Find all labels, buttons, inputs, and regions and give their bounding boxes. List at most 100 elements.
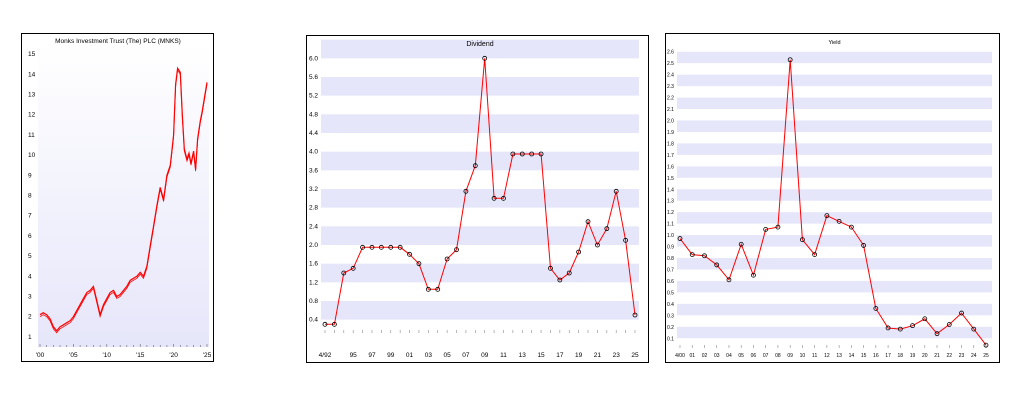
x-tick-label: 95 [350,352,358,359]
grid-band [677,326,992,339]
yield-data-point [714,262,720,268]
x-tick-label: 07 [763,353,769,359]
x-tick-label: 10 [800,353,806,359]
dividend-data-point [519,151,525,157]
y-tick-label: 0.6 [667,279,674,285]
grid-band [321,301,639,320]
dividend-data-point [435,286,441,292]
y-tick-label: 0.7 [667,268,674,274]
y-tick-label: 0.5 [667,290,674,296]
dividend-data-point [407,251,412,257]
x-tick-label: 11 [812,353,817,359]
grid-band [677,166,992,178]
y-tick-label: 2.0 [667,119,674,125]
y-tick-label: 2 [28,314,32,321]
y-tick-label: 0.1 [667,336,674,342]
dividend-data-point [472,163,478,169]
x-tick-label: 20 [922,353,928,359]
x-tick-label: 14 [849,353,855,359]
grid-band [677,189,992,201]
y-tick-label: 1.3 [667,199,674,205]
x-tick-label: 06 [751,353,757,359]
grid-band [677,258,992,270]
price-series-line-low [39,69,208,334]
grid-band [677,74,992,87]
dividend-data-point [397,244,403,250]
grid-band [677,120,992,132]
y-tick-label: 1.9 [667,130,674,136]
x-tick-label: 09 [481,352,489,359]
y-tick-label: 1.6 [309,261,318,268]
dividend-chart-panel: Dividend 0.4 0.8 1.2 1.6 2.0 2.4 2.8 3.2 3.6 4.0 4.… [306,35,649,363]
dividend-data-point [454,247,459,253]
yield-data-point [689,252,695,258]
dividend-data-point [388,244,394,250]
y-tick-label: 8 [28,193,32,200]
yield-data-point [971,326,977,332]
yield-data-point [751,272,756,278]
y-tick-label: 1.2 [309,279,318,286]
yield-data-point [848,224,854,230]
yield-data-point [775,224,781,230]
yield-data-point [922,316,928,322]
y-tick-label: 4.4 [309,130,318,137]
grid-band [321,77,639,96]
y-tick-label: 3.2 [309,186,318,193]
grid-band [321,226,639,245]
dividend-data-point [623,237,629,243]
yield-series-line [679,59,987,346]
dividend-data-point [501,195,506,201]
x-tick-label: 17 [556,352,564,359]
x-tick-label: 4/92 [319,352,332,359]
y-tick-label: 4.0 [309,149,318,156]
y-tick-label: 0.8 [309,298,318,305]
y-tick-label: 1 [28,334,32,341]
dividend-chart-svg: Dividend 0.4 0.8 1.2 1.6 2.0 2.4 2.8 3.2 3.6 4.0 4.… [309,39,639,359]
y-tick-label: 6 [28,233,32,240]
x-tick-label: 03 [425,352,433,359]
x-tick-label: 11 [500,352,507,359]
x-tick-label: 16 [873,353,879,359]
x-tick-label: 97 [368,352,376,359]
dividend-data-point [378,244,384,250]
x-tick-label: 05 [444,352,452,359]
x-tick-label: '10 [103,352,112,359]
price-chart-panel: Monks Investment Trust (The) PLC (MNKS) 1… [21,33,214,362]
dividend-data-point [557,277,563,283]
y-tick-label: 2.3 [667,84,674,90]
x-tick-label: 04 [726,353,732,359]
dividend-data-point [369,244,375,250]
grid-band [677,212,992,224]
price-series-line [39,66,208,332]
yield-data-point [824,213,830,219]
yield-data-point [738,241,744,247]
y-tick-label: 2.0 [309,242,318,249]
y-tick-label: 0.3 [667,313,674,319]
x-tick-label: '15 [136,352,145,359]
yield-data-point [812,252,818,258]
grid-band [677,280,992,293]
y-tick-label: 2.8 [309,205,318,212]
x-tick-label: 25 [631,352,639,359]
x-tick-label: 05 [738,353,744,359]
plot-background [38,44,209,347]
dividend-data-point [538,151,544,157]
y-tick-label: 15 [28,51,36,58]
yield-data-point [873,306,879,311]
yield-data-point [934,331,940,337]
x-tick-label: 01 [406,352,414,359]
y-tick-label: 0.2 [667,325,674,331]
y-tick-label: 0.4 [309,317,318,324]
x-tick-label: 09 [787,353,793,359]
y-tick-label: 1.4 [667,187,674,193]
y-tick-label: 13 [28,92,36,99]
yield-data-point [726,277,732,283]
y-tick-label: 2.5 [667,61,674,67]
y-tick-label: 2.4 [309,223,318,230]
yield-data-point [897,326,903,332]
y-tick-label: 1.2 [667,210,674,216]
price-chart-svg: Monks Investment Trust (The) PLC (MNKS) 1… [28,38,212,359]
grid-band [321,263,639,283]
yield-data-point [861,243,867,248]
x-tick-label: 02 [702,353,708,359]
